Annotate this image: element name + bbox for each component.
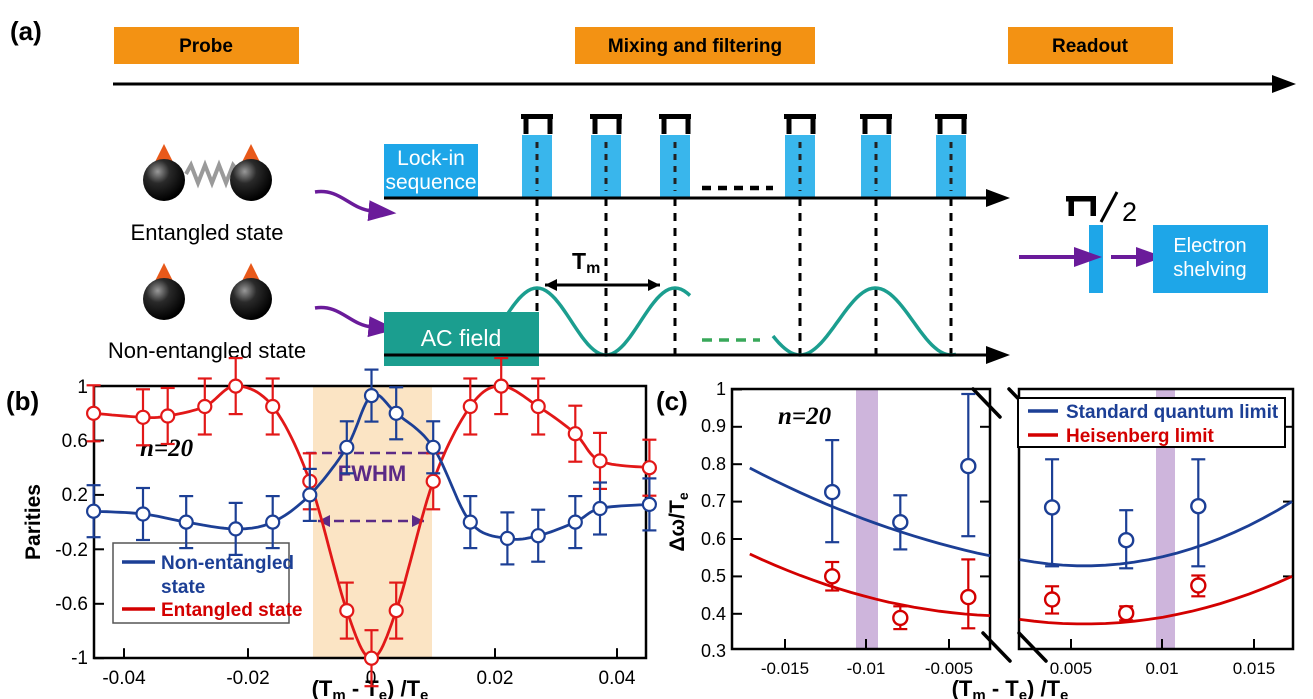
svg-text:sequence: sequence <box>385 171 476 194</box>
svg-text:(c): (c) <box>656 386 688 416</box>
svg-text:Heisenberg limit: Heisenberg limit <box>1066 426 1214 447</box>
svg-text:-0.02: -0.02 <box>226 668 269 689</box>
svg-text:Entangled state: Entangled state <box>161 600 302 621</box>
svg-text:0.2: 0.2 <box>62 485 88 506</box>
svg-text:0.3: 0.3 <box>701 641 726 661</box>
svg-text:-0.04: -0.04 <box>102 668 146 689</box>
svg-text:(Tm - Te) /Te: (Tm - Te) /Te <box>952 676 1069 699</box>
svg-text:Non-entangled state: Non-entangled state <box>108 338 306 363</box>
svg-text:-0.2: -0.2 <box>55 540 88 561</box>
svg-text:Lock-in: Lock-in <box>397 147 465 170</box>
svg-text:shelving: shelving <box>1173 259 1246 281</box>
svg-text:Δω/Te: Δω/Te <box>666 492 691 552</box>
svg-text:Entangled state: Entangled state <box>131 220 284 245</box>
svg-text:0.5: 0.5 <box>701 566 726 586</box>
svg-text:0.4: 0.4 <box>701 604 726 624</box>
svg-text:Electron: Electron <box>1173 235 1246 257</box>
svg-text:Non-entangled: Non-entangled <box>161 553 294 574</box>
svg-text:state: state <box>161 577 205 598</box>
svg-text:0.6: 0.6 <box>62 431 88 452</box>
svg-text:0.015: 0.015 <box>1233 659 1276 678</box>
svg-text:-0.015: -0.015 <box>761 659 809 678</box>
svg-text:0.6: 0.6 <box>701 529 726 549</box>
svg-text:1: 1 <box>77 377 88 398</box>
svg-text:(b): (b) <box>6 386 39 416</box>
svg-text:2: 2 <box>1122 197 1137 227</box>
svg-text:Standard quantum limit: Standard quantum limit <box>1066 402 1279 423</box>
svg-text:Readout: Readout <box>1052 36 1129 57</box>
svg-text:-0.6: -0.6 <box>55 594 88 615</box>
svg-text:1: 1 <box>716 379 726 399</box>
svg-text:-0.01: -0.01 <box>847 659 886 678</box>
svg-text:n=20: n=20 <box>778 403 832 430</box>
svg-text:(Tm - Te) /Te: (Tm - Te) /Te <box>312 676 429 699</box>
svg-text:AC field: AC field <box>421 325 502 351</box>
svg-text:0.8: 0.8 <box>701 454 726 474</box>
svg-text:Probe: Probe <box>179 36 233 57</box>
svg-text:-1: -1 <box>71 648 88 669</box>
svg-text:0.02: 0.02 <box>477 668 514 689</box>
svg-text:Tm: Tm <box>572 248 600 277</box>
svg-text:0.9: 0.9 <box>701 416 726 436</box>
svg-text:0.01: 0.01 <box>1145 659 1178 678</box>
svg-text:0.7: 0.7 <box>701 491 726 511</box>
svg-text:0.04: 0.04 <box>599 668 636 689</box>
svg-text:Mixing and filtering: Mixing and filtering <box>608 36 782 57</box>
svg-text:Parities: Parities <box>22 484 45 560</box>
svg-text:(a): (a) <box>10 16 42 46</box>
